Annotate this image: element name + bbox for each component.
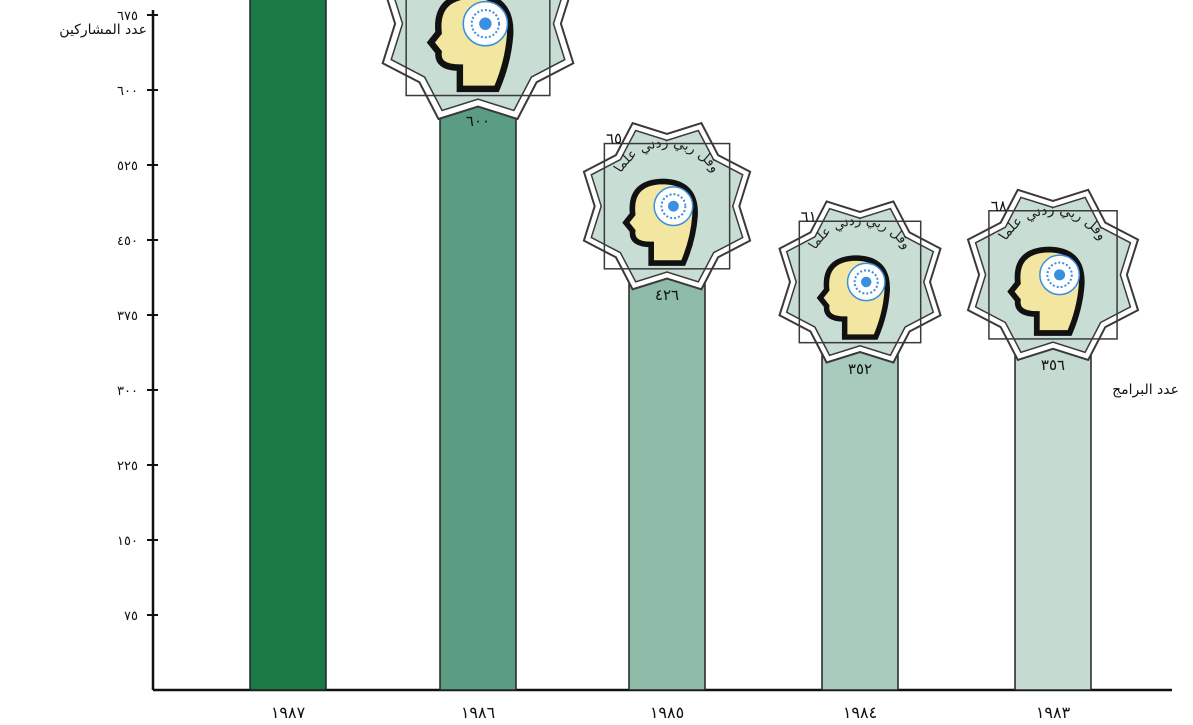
- y-tick-label: ٧٥: [124, 609, 138, 624]
- bar-value-label: ٣٥٢: [848, 360, 872, 378]
- y-tick-label: ٣٠٠: [117, 384, 138, 399]
- bars: [249, 0, 1092, 691]
- bar-value-label: ٤٢٦: [655, 286, 679, 304]
- y-tick-label: ١٥٠: [117, 534, 138, 549]
- bar-value-label: ٦٠٠: [466, 112, 490, 130]
- x-tick-label: ١٩٨٤: [843, 703, 877, 722]
- brain-ring: [853, 269, 879, 295]
- badge-square: [603, 142, 731, 270]
- x-tick-label: ١٩٨٦: [461, 703, 495, 722]
- bar-1: [439, 89, 517, 691]
- badge-4: وقل ربي زدني علما: [966, 188, 1140, 362]
- programs-value-label: ٦٨: [991, 197, 1007, 215]
- x-tick-label: ١٩٨٥: [650, 703, 684, 722]
- bar-4: [1014, 333, 1092, 691]
- y-tick-label: ٥٢٥: [117, 159, 138, 174]
- y-tick-label: ٦٠٠: [117, 84, 138, 99]
- brain-core: [1054, 269, 1066, 281]
- x-tick-label: ١٩٨٣: [1036, 703, 1071, 722]
- brain-core: [860, 276, 872, 288]
- badge-1: وقل ربي زدني علما: [381, 0, 575, 121]
- axes: عدد المشاركين عدد البرامج: [59, 10, 1179, 692]
- programs-value-label: ٦٥: [606, 130, 622, 148]
- labels: ١٩٨٧٧٧٠١١٤١٩٨٦٦٠٠٨٤١٩٨٥٤٢٦٦٥١٩٨٤٣٥٢٦١١٩٨…: [271, 112, 1071, 722]
- y-axis-title: عدد المشاركين: [59, 22, 147, 38]
- brain-core: [668, 200, 679, 212]
- brain-ring: [1046, 261, 1073, 289]
- programs-value-label: ٦١: [801, 207, 817, 225]
- brain-ring: [660, 193, 687, 220]
- badge-square: [798, 220, 922, 344]
- bar-2: [628, 263, 706, 691]
- y-tick-label: ٢٢٥: [117, 459, 138, 474]
- y-ticks: ٧٥١٥٠٢٢٥٣٠٠٣٧٥٤٥٠٥٢٥٦٠٠٦٧٥٧٥٠٨٢٥٩٠٠٩٧٥١٠…: [117, 9, 158, 624]
- programs-label: عدد البرامج: [1112, 382, 1179, 398]
- badge-square: [405, 0, 551, 97]
- brain-ring: [470, 9, 501, 39]
- y-tick-label: ٣٧٥: [117, 309, 138, 324]
- x-tick-label: ١٩٨٧: [271, 703, 306, 722]
- bar-value-label: ٣٥٦: [1041, 356, 1065, 374]
- badge-square: [988, 210, 1118, 340]
- badge-3: وقل ربي زدني علما: [778, 200, 942, 364]
- bar-3: [821, 337, 899, 691]
- y-tick-label: ٦٧٥: [117, 9, 138, 24]
- badge-2: وقل ربي زدني علما: [582, 121, 752, 291]
- brain-core: [479, 17, 492, 30]
- y-tick-label: ٤٥٠: [117, 234, 138, 249]
- bar-0: [249, 0, 327, 691]
